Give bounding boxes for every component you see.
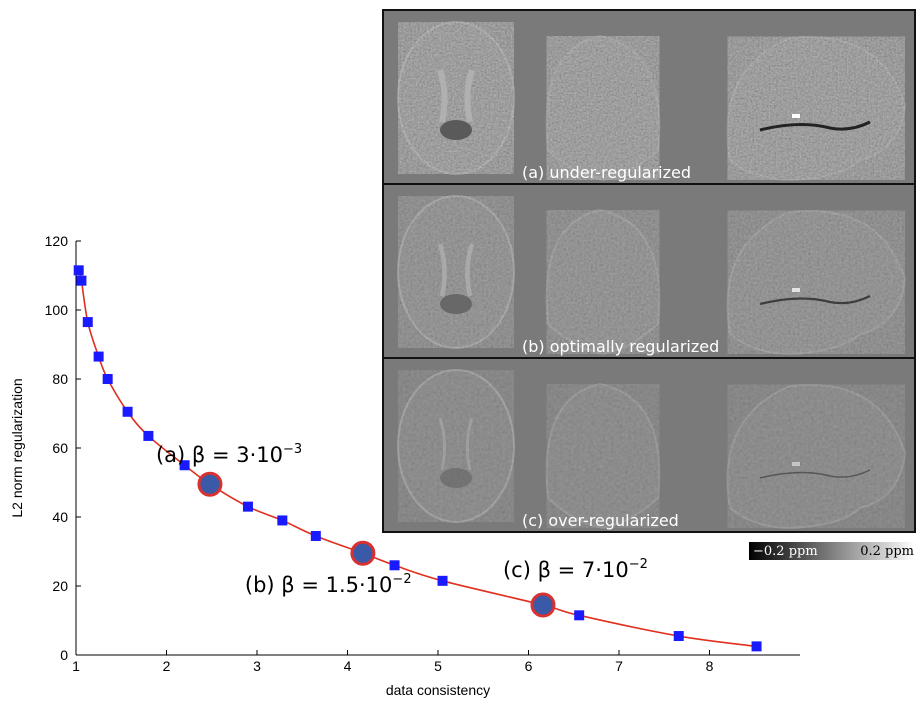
data-point xyxy=(673,631,684,642)
y-tick-label: 120 xyxy=(45,233,69,249)
data-point xyxy=(310,530,321,541)
y-tick-label: 0 xyxy=(60,647,68,663)
x-tick-label: 2 xyxy=(163,658,171,674)
x-tick-label: 1 xyxy=(72,658,80,674)
data-point xyxy=(751,641,762,652)
x-tick-label: 4 xyxy=(344,658,352,674)
data-point xyxy=(82,317,93,328)
data-point xyxy=(73,265,84,276)
data-point xyxy=(102,374,113,384)
data-point xyxy=(437,575,448,586)
data-point xyxy=(122,406,133,417)
data-point xyxy=(389,560,400,571)
panel-caption: (c) over-regularized xyxy=(522,511,679,530)
x-tick-label: 5 xyxy=(434,658,442,674)
highlighted-point xyxy=(350,540,376,566)
coronal-slice xyxy=(545,208,661,356)
panel-caption: (b) optimally regularized xyxy=(522,337,719,356)
y-tick-label: 80 xyxy=(52,371,68,387)
data-point xyxy=(242,501,253,512)
data-point xyxy=(76,275,87,286)
sagittal-slice xyxy=(726,209,907,356)
axial-slice xyxy=(397,21,515,175)
point-annotation: (a) β = 3·10−3 xyxy=(156,442,302,467)
axial-slice xyxy=(397,195,515,349)
y-tick-label: 40 xyxy=(52,509,68,525)
highlighted-point xyxy=(197,471,223,497)
y-tick-label: 20 xyxy=(52,578,68,594)
x-tick-label: 3 xyxy=(253,658,261,674)
axial-slice xyxy=(397,369,515,523)
colorbar: −0.2 ppm 0.2 ppm xyxy=(749,542,915,560)
highlighted-point xyxy=(530,592,556,618)
image-panel: (c) over-regularized xyxy=(382,357,916,533)
sagittal-slice xyxy=(726,35,907,182)
colorbar-max-label: 0.2 ppm xyxy=(860,544,914,559)
data-point xyxy=(179,460,190,471)
colorbar-gradient xyxy=(749,542,915,560)
x-tick-label: 7 xyxy=(615,658,623,674)
coronal-slice xyxy=(545,34,661,182)
data-point xyxy=(143,430,154,441)
image-panel: (a) under-regularized xyxy=(382,9,916,185)
image-panel: (b) optimally regularized xyxy=(382,183,916,359)
x-tick-label: 8 xyxy=(706,658,714,674)
data-point xyxy=(93,351,104,362)
coronal-slice xyxy=(545,382,661,530)
point-annotation: (c) β = 7·10−2 xyxy=(503,557,648,582)
y-axis-label: L2 norm regularization xyxy=(9,378,25,517)
point-annotation: (b) β = 1.5·10−2 xyxy=(245,572,412,597)
x-axis-label: data consistency xyxy=(386,682,490,698)
data-point xyxy=(277,515,288,526)
data-point xyxy=(574,610,585,621)
sagittal-slice xyxy=(726,383,907,530)
colorbar-min-label: −0.2 ppm xyxy=(753,544,818,559)
y-tick-label: 60 xyxy=(52,440,68,456)
panel-caption: (a) under-regularized xyxy=(522,163,691,182)
x-tick-label: 6 xyxy=(525,658,533,674)
qsm-image-panels: (a) under-regularized (b) optimally regul… xyxy=(382,9,916,533)
y-tick-label: 100 xyxy=(45,302,69,318)
